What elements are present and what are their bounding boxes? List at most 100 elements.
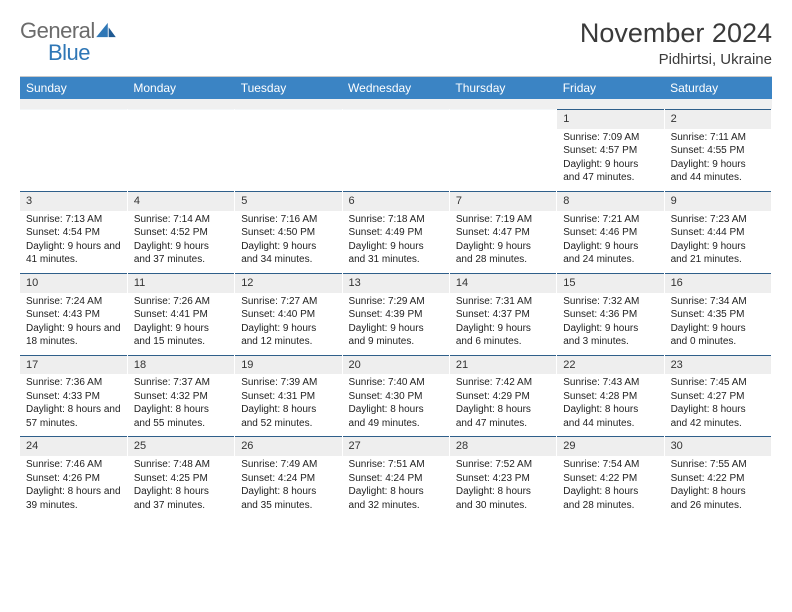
sunset-text: Sunset: 4:35 PM <box>671 308 765 322</box>
sunrise-text: Sunrise: 7:37 AM <box>134 376 228 390</box>
sunset-text: Sunset: 4:57 PM <box>563 144 657 158</box>
daylight-text: Daylight: 8 hours and 32 minutes. <box>349 485 443 512</box>
sunset-text: Sunset: 4:24 PM <box>241 472 335 486</box>
day-number: 9 <box>665 191 771 211</box>
sunrise-text: Sunrise: 7:18 AM <box>349 213 443 227</box>
day-number: 21 <box>450 355 556 375</box>
sunset-text: Sunset: 4:40 PM <box>241 308 335 322</box>
day-number: 2 <box>665 109 771 129</box>
day-number: 20 <box>343 355 449 375</box>
sail-icon <box>95 22 117 38</box>
sunrise-text: Sunrise: 7:49 AM <box>241 458 335 472</box>
sunset-text: Sunset: 4:25 PM <box>134 472 228 486</box>
calendar-day-cell: 19Sunrise: 7:39 AMSunset: 4:31 PMDayligh… <box>235 355 342 437</box>
sunrise-text: Sunrise: 7:16 AM <box>241 213 335 227</box>
daylight-text: Daylight: 8 hours and 49 minutes. <box>349 403 443 430</box>
month-title: November 2024 <box>580 18 772 49</box>
day-number: 12 <box>235 273 341 293</box>
sunset-text: Sunset: 4:52 PM <box>134 226 228 240</box>
daylight-text: Daylight: 9 hours and 24 minutes. <box>563 240 657 267</box>
calendar-table: Sunday Monday Tuesday Wednesday Thursday… <box>20 77 772 518</box>
sunrise-text: Sunrise: 7:39 AM <box>241 376 335 390</box>
sunset-text: Sunset: 4:32 PM <box>134 390 228 404</box>
weekday-header: Tuesday <box>235 77 342 99</box>
calendar-day-cell: 14Sunrise: 7:31 AMSunset: 4:37 PMDayligh… <box>449 273 556 355</box>
sunset-text: Sunset: 4:41 PM <box>134 308 228 322</box>
calendar-day-cell: 26Sunrise: 7:49 AMSunset: 4:24 PMDayligh… <box>235 436 342 518</box>
calendar-day-cell: 27Sunrise: 7:51 AMSunset: 4:24 PMDayligh… <box>342 436 449 518</box>
daylight-text: Daylight: 9 hours and 47 minutes. <box>563 158 657 185</box>
calendar-day-cell: 8Sunrise: 7:21 AMSunset: 4:46 PMDaylight… <box>557 191 664 273</box>
sunrise-text: Sunrise: 7:45 AM <box>671 376 765 390</box>
day-number: 30 <box>665 436 771 456</box>
day-number: 19 <box>235 355 341 375</box>
sunset-text: Sunset: 4:50 PM <box>241 226 335 240</box>
daylight-text: Daylight: 9 hours and 12 minutes. <box>241 322 335 349</box>
sunset-text: Sunset: 4:43 PM <box>26 308 121 322</box>
sunrise-text: Sunrise: 7:13 AM <box>26 213 121 227</box>
sunrise-text: Sunrise: 7:48 AM <box>134 458 228 472</box>
sunrise-text: Sunrise: 7:40 AM <box>349 376 443 390</box>
daylight-text: Daylight: 8 hours and 42 minutes. <box>671 403 765 430</box>
calendar-day-cell: 25Sunrise: 7:48 AMSunset: 4:25 PMDayligh… <box>127 436 234 518</box>
day-number: 23 <box>665 355 771 375</box>
day-number: 25 <box>128 436 234 456</box>
calendar-day-cell: 10Sunrise: 7:24 AMSunset: 4:43 PMDayligh… <box>20 273 127 355</box>
location-label: Pidhirtsi, Ukraine <box>580 51 772 68</box>
sunrise-text: Sunrise: 7:29 AM <box>349 295 443 309</box>
day-number: 1 <box>557 109 663 129</box>
sunset-text: Sunset: 4:33 PM <box>26 390 121 404</box>
sunrise-text: Sunrise: 7:51 AM <box>349 458 443 472</box>
day-number: 7 <box>450 191 556 211</box>
daylight-text: Daylight: 8 hours and 52 minutes. <box>241 403 335 430</box>
day-number: 4 <box>128 191 234 211</box>
brand-word-2: Blue <box>20 40 117 66</box>
calendar-day-cell: 2 Sunrise: 7:11 AMSunset: 4:55 PMDaylight… <box>664 109 771 191</box>
weekday-header: Monday <box>127 77 234 99</box>
calendar-day-cell: 15Sunrise: 7:32 AMSunset: 4:36 PMDayligh… <box>557 273 664 355</box>
daylight-text: Daylight: 9 hours and 31 minutes. <box>349 240 443 267</box>
sunrise-text: Sunrise: 7:31 AM <box>456 295 550 309</box>
sunrise-text: Sunrise: 7:55 AM <box>671 458 765 472</box>
calendar-day-cell: 3Sunrise: 7:13 AMSunset: 4:54 PMDaylight… <box>20 191 127 273</box>
daylight-text: Daylight: 9 hours and 9 minutes. <box>349 322 443 349</box>
sunset-text: Sunset: 4:31 PM <box>241 390 335 404</box>
weekday-header: Saturday <box>664 77 771 99</box>
day-number: 10 <box>20 273 127 293</box>
sunrise-text: Sunrise: 7:52 AM <box>456 458 550 472</box>
sunrise-text: Sunrise: 7:11 AM <box>671 131 765 145</box>
calendar-day-cell: 16Sunrise: 7:34 AMSunset: 4:35 PMDayligh… <box>664 273 771 355</box>
sunrise-text: Sunrise: 7:46 AM <box>26 458 121 472</box>
calendar-day-cell: 17Sunrise: 7:36 AMSunset: 4:33 PMDayligh… <box>20 355 127 437</box>
calendar-day-cell: 18Sunrise: 7:37 AMSunset: 4:32 PMDayligh… <box>127 355 234 437</box>
calendar-day-cell: 12Sunrise: 7:27 AMSunset: 4:40 PMDayligh… <box>235 273 342 355</box>
weekday-header: Sunday <box>20 77 127 99</box>
sunset-text: Sunset: 4:55 PM <box>671 144 765 158</box>
calendar-day-cell: 21Sunrise: 7:42 AMSunset: 4:29 PMDayligh… <box>449 355 556 437</box>
calendar-day-cell: 22Sunrise: 7:43 AMSunset: 4:28 PMDayligh… <box>557 355 664 437</box>
daylight-text: Daylight: 9 hours and 37 minutes. <box>134 240 228 267</box>
sunrise-text: Sunrise: 7:14 AM <box>134 213 228 227</box>
sunrise-text: Sunrise: 7:26 AM <box>134 295 228 309</box>
brand-logo: General Blue <box>20 18 117 66</box>
daylight-text: Daylight: 9 hours and 0 minutes. <box>671 322 765 349</box>
day-number: 5 <box>235 191 341 211</box>
calendar-day-cell <box>235 109 342 191</box>
sunset-text: Sunset: 4:37 PM <box>456 308 550 322</box>
sunrise-text: Sunrise: 7:43 AM <box>563 376 657 390</box>
calendar-day-cell: 11Sunrise: 7:26 AMSunset: 4:41 PMDayligh… <box>127 273 234 355</box>
calendar-week-row: 10 Sunrise: 7:24 AMSunset: 4:43 PM Dayligh… <box>20 273 772 355</box>
daylight-text: Daylight: 9 hours and 44 minutes. <box>671 158 765 185</box>
calendar-day-cell <box>127 109 234 191</box>
calendar-day-cell: 20Sunrise: 7:40 AMSunset: 4:30 PMDayligh… <box>342 355 449 437</box>
sunset-text: Sunset: 4:28 PM <box>563 390 657 404</box>
daylight-text: Daylight: 9 hours and 28 minutes. <box>456 240 550 267</box>
calendar-week-row: 17Sunrise: 7:36 AMSunset: 4:33 PMDayligh… <box>20 355 772 437</box>
sunset-text: Sunset: 4:44 PM <box>671 226 765 240</box>
day-number: 13 <box>343 273 449 293</box>
sunrise-text: Sunrise: 7:24 AM <box>26 295 121 309</box>
sunset-text: Sunset: 4:29 PM <box>456 390 550 404</box>
sunrise-text: Sunrise: 7:34 AM <box>671 295 765 309</box>
calendar-week-row: 3Sunrise: 7:13 AMSunset: 4:54 PMDaylight… <box>20 191 772 273</box>
calendar-day-cell: 30Sunrise: 7:55 AMSunset: 4:22 PMDayligh… <box>664 436 771 518</box>
